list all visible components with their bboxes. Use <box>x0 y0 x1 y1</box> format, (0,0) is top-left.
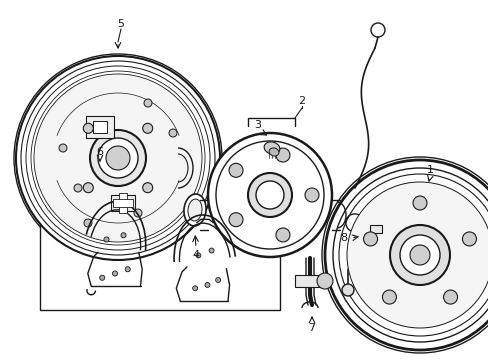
Bar <box>86 116 114 138</box>
Bar <box>294 275 325 287</box>
Circle shape <box>275 228 289 242</box>
Circle shape <box>143 99 152 107</box>
Ellipse shape <box>183 194 205 226</box>
Circle shape <box>316 273 332 289</box>
Ellipse shape <box>264 142 279 154</box>
Circle shape <box>34 74 202 242</box>
Circle shape <box>209 248 214 253</box>
Circle shape <box>21 61 215 255</box>
Circle shape <box>169 129 177 137</box>
Circle shape <box>332 168 488 342</box>
Circle shape <box>325 160 488 350</box>
Text: 1: 1 <box>426 165 433 175</box>
Circle shape <box>207 133 331 257</box>
Circle shape <box>83 123 93 133</box>
Circle shape <box>112 271 117 276</box>
Circle shape <box>196 253 201 258</box>
Circle shape <box>228 163 243 177</box>
Circle shape <box>142 183 152 193</box>
Circle shape <box>321 157 488 353</box>
Circle shape <box>14 54 222 262</box>
Ellipse shape <box>187 199 202 221</box>
Circle shape <box>90 130 146 186</box>
Circle shape <box>412 196 426 210</box>
Circle shape <box>16 56 220 260</box>
Bar <box>40 165 280 310</box>
Circle shape <box>204 283 209 287</box>
Circle shape <box>98 138 138 178</box>
Circle shape <box>104 237 109 242</box>
Circle shape <box>370 23 384 37</box>
Circle shape <box>125 267 130 272</box>
Circle shape <box>228 213 243 227</box>
Bar <box>113 199 133 207</box>
Circle shape <box>215 278 220 283</box>
Circle shape <box>462 232 475 246</box>
Circle shape <box>142 123 152 133</box>
Circle shape <box>305 188 318 202</box>
Bar <box>369 225 381 233</box>
Circle shape <box>121 233 126 238</box>
Circle shape <box>256 181 284 209</box>
Circle shape <box>389 225 449 285</box>
Circle shape <box>100 275 104 280</box>
Circle shape <box>106 146 130 170</box>
Text: 6: 6 <box>96 147 103 157</box>
Circle shape <box>382 290 396 304</box>
Circle shape <box>26 66 209 250</box>
Text: 5: 5 <box>117 19 124 29</box>
Text: 7: 7 <box>308 323 315 333</box>
Bar <box>119 193 127 213</box>
Bar <box>93 121 107 133</box>
Circle shape <box>443 290 457 304</box>
Circle shape <box>59 144 67 152</box>
Circle shape <box>409 245 429 265</box>
Text: 8: 8 <box>340 233 347 243</box>
Circle shape <box>84 219 92 227</box>
Circle shape <box>346 182 488 328</box>
Circle shape <box>247 173 291 217</box>
Text: 3: 3 <box>254 120 261 130</box>
Circle shape <box>338 174 488 336</box>
Text: 4: 4 <box>192 250 199 260</box>
Circle shape <box>363 232 377 246</box>
Circle shape <box>74 184 82 192</box>
Circle shape <box>83 183 93 193</box>
Text: 2: 2 <box>298 96 305 106</box>
Circle shape <box>216 141 324 249</box>
Circle shape <box>341 284 353 296</box>
Circle shape <box>192 286 197 291</box>
Circle shape <box>31 71 204 245</box>
Circle shape <box>399 235 439 275</box>
Circle shape <box>275 148 289 162</box>
Bar <box>111 195 135 211</box>
Circle shape <box>134 209 142 217</box>
Ellipse shape <box>268 148 278 156</box>
